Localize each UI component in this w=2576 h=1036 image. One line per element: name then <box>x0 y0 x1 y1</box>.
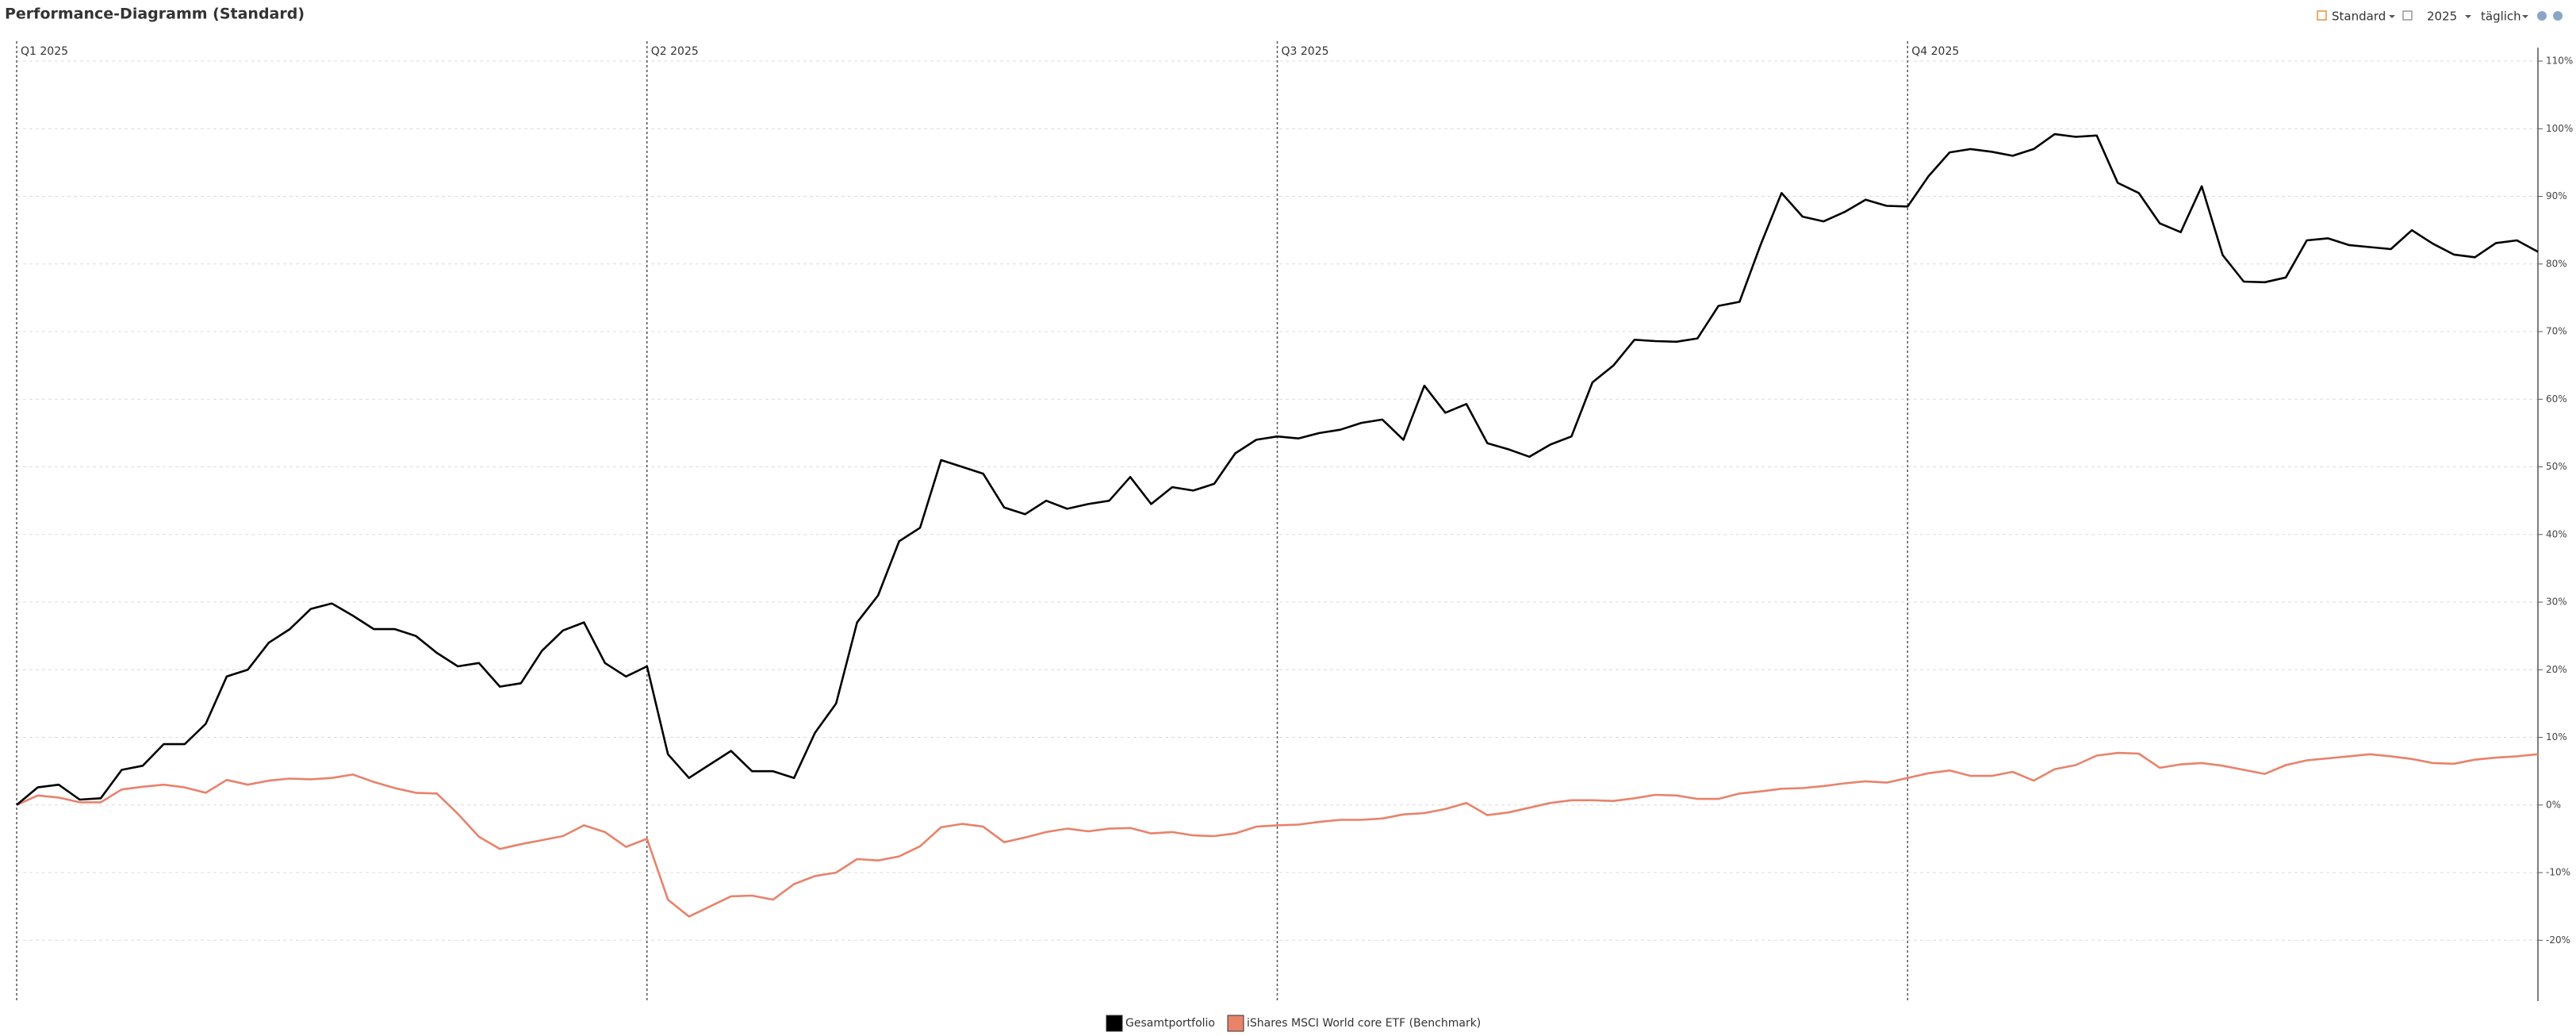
y-tick-label: 90% <box>2546 190 2567 201</box>
dropdown-arrow[interactable] <box>2389 15 2395 18</box>
calendar-icon <box>2317 10 2327 21</box>
y-tick-label: 10% <box>2546 731 2567 742</box>
legend-swatch <box>1106 1015 1123 1032</box>
export-button[interactable] <box>2537 11 2547 21</box>
y-tick-label: -20% <box>2546 934 2570 946</box>
x-tick-label: Q3 2025 <box>1282 45 1329 58</box>
y-tick-label: 60% <box>2546 393 2567 405</box>
dropdown-arrow[interactable] <box>2522 15 2528 18</box>
year-selector[interactable]: 2025 <box>2427 10 2457 24</box>
y-tick-label: -10% <box>2546 867 2570 878</box>
dropdown-arrow[interactable] <box>2465 15 2471 18</box>
y-tick-label: 50% <box>2546 461 2567 472</box>
legend-label: iShares MSCI World core ETF (Benchmark) <box>1247 1017 1481 1030</box>
legend-swatch <box>1227 1015 1244 1032</box>
view-selector[interactable]: Standard <box>2332 10 2386 24</box>
chart-title: Performance-Diagramm (Standard) <box>5 6 305 23</box>
y-tick-label: 100% <box>2546 123 2573 134</box>
interval-selector[interactable]: täglich <box>2481 10 2521 24</box>
y-tick-label: 40% <box>2546 528 2567 539</box>
settings-button[interactable] <box>2553 11 2563 21</box>
y-tick-label: 30% <box>2546 597 2567 608</box>
x-tick-label: Q2 2025 <box>651 45 699 58</box>
calendar-icon <box>2402 10 2413 21</box>
y-tick-label: 20% <box>2546 664 2567 675</box>
legend-label: Gesamtportfolio <box>1125 1017 1215 1030</box>
y-tick-label: 70% <box>2546 326 2567 337</box>
toolbar: Standard 2025 täglich <box>2317 10 2563 24</box>
series-line <box>16 132 2539 806</box>
y-tick-label: 110% <box>2546 56 2573 67</box>
y-tick-label: 0% <box>2546 799 2561 810</box>
x-tick-label: Q1 2025 <box>21 45 68 58</box>
series-line <box>16 751 2539 918</box>
x-tick-label: Q4 2025 <box>1911 45 1959 58</box>
y-tick-label: 80% <box>2546 258 2567 269</box>
